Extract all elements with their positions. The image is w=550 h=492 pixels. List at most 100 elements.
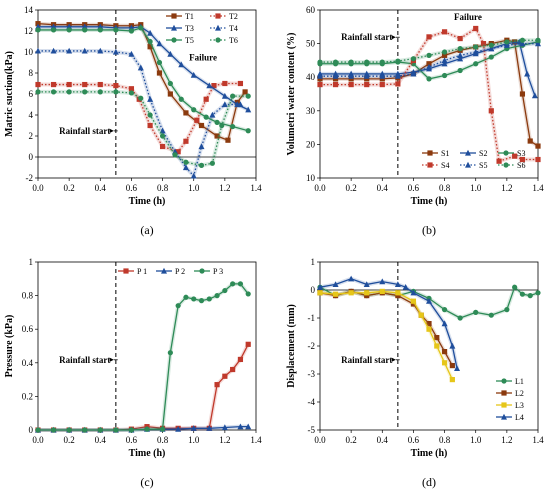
chart-panel-3: 0.0 0.2 0.4 0.6 0.8 1.0 1.2 1.4 0 0.2 0.4 0.6 0.8 1 Ti… — [4, 257, 262, 489]
x-tick-label: 0.2 — [64, 183, 75, 193]
data-point — [394, 281, 401, 287]
data-point — [82, 27, 88, 33]
y-tick-label: 0.8 — [22, 291, 34, 301]
rainfall-start-annotation: Rainfall start — [59, 126, 110, 136]
data-point — [159, 143, 166, 150]
data-point — [535, 37, 541, 43]
data-point — [222, 373, 228, 379]
data-point — [81, 47, 88, 54]
data-point — [66, 47, 73, 54]
data-point — [82, 89, 88, 95]
y-tick-label: 30 — [306, 106, 316, 116]
data-point — [516, 38, 523, 45]
y-axis-label: Pressure (kPa) — [4, 315, 15, 378]
data-point — [441, 29, 448, 35]
data-point — [449, 363, 455, 369]
data-point — [237, 423, 244, 430]
legend-label: T2 — [229, 12, 238, 21]
y-tick-label: 0.6 — [22, 324, 34, 334]
y-tick-label: -2 — [26, 173, 34, 183]
y-tick-label: 0 — [29, 425, 34, 435]
x-tick-label: 0.0 — [314, 183, 326, 193]
series-t2 — [35, 80, 244, 155]
data-point — [178, 96, 184, 102]
data-point — [237, 356, 244, 363]
data-point — [332, 59, 339, 65]
data-point — [167, 50, 174, 57]
data-point — [198, 162, 205, 168]
x-tick-label: 1.0 — [470, 183, 482, 193]
data-point — [97, 427, 103, 433]
x-tick-label: 0.2 — [346, 435, 357, 445]
data-point — [209, 111, 216, 118]
panel-label: (d) — [422, 475, 436, 489]
legend-label: L2 — [515, 389, 524, 398]
data-point — [50, 47, 57, 54]
data-point — [175, 425, 182, 432]
y-axis-label: Displacement (mm) — [286, 304, 297, 388]
data-point — [449, 377, 455, 383]
data-point — [410, 56, 417, 62]
x-tick-label: 0.4 — [377, 435, 389, 445]
x-tick-label: 0.2 — [64, 435, 75, 445]
data-point — [488, 54, 494, 60]
legend-marker — [215, 37, 221, 43]
data-point — [317, 76, 323, 82]
data-point — [113, 83, 119, 89]
data-point — [473, 25, 479, 32]
data-point — [230, 93, 236, 99]
legend-marker — [501, 390, 507, 396]
data-point — [175, 149, 181, 155]
legend-item: T3 — [166, 24, 194, 33]
legend-label: P 2 — [175, 267, 185, 276]
data-point — [535, 40, 541, 47]
x-tick-label: 0.2 — [346, 183, 357, 193]
data-point — [364, 81, 370, 88]
data-point — [167, 91, 173, 97]
legend-marker — [427, 150, 433, 156]
data-point — [332, 81, 339, 88]
data-point — [219, 122, 225, 129]
data-point — [191, 107, 197, 113]
y-tick-label: -2 — [308, 341, 316, 351]
legend-marker — [171, 24, 177, 31]
data-point — [504, 307, 510, 313]
data-point — [441, 360, 448, 366]
data-point — [159, 426, 166, 432]
data-point — [449, 342, 456, 349]
data-point — [50, 27, 57, 33]
data-point — [332, 291, 339, 297]
data-point — [203, 114, 209, 120]
data-point — [379, 72, 386, 79]
legend-label: S6 — [517, 161, 525, 170]
data-point — [159, 127, 166, 134]
data-point — [535, 290, 541, 296]
legend-item: S2 — [460, 149, 487, 158]
panel-label: (a) — [140, 223, 153, 237]
x-tick-label: 0.8 — [157, 435, 169, 445]
data-point — [512, 153, 518, 159]
legend-label: P 3 — [213, 267, 223, 276]
data-point — [503, 42, 510, 48]
series-t6 — [35, 89, 251, 168]
data-point — [332, 76, 339, 82]
data-point — [454, 365, 461, 371]
data-point — [214, 293, 220, 299]
data-point — [426, 34, 432, 40]
data-point — [245, 128, 251, 134]
legend-marker — [199, 268, 205, 274]
data-point — [457, 52, 464, 58]
legend-marker — [465, 161, 471, 168]
data-point — [178, 61, 185, 68]
annotation-arrowhead — [109, 357, 114, 362]
series-s5 — [317, 40, 541, 79]
legend-marker — [501, 378, 507, 384]
x-tick-label: 1.2 — [219, 435, 230, 445]
data-point — [206, 296, 212, 302]
data-point — [128, 50, 135, 57]
panel-label: (b) — [422, 223, 436, 237]
data-point — [147, 38, 153, 45]
legend-item: T2 — [210, 12, 238, 21]
legend-item: T4 — [210, 24, 238, 33]
y-tick-label: -5 — [308, 425, 316, 435]
